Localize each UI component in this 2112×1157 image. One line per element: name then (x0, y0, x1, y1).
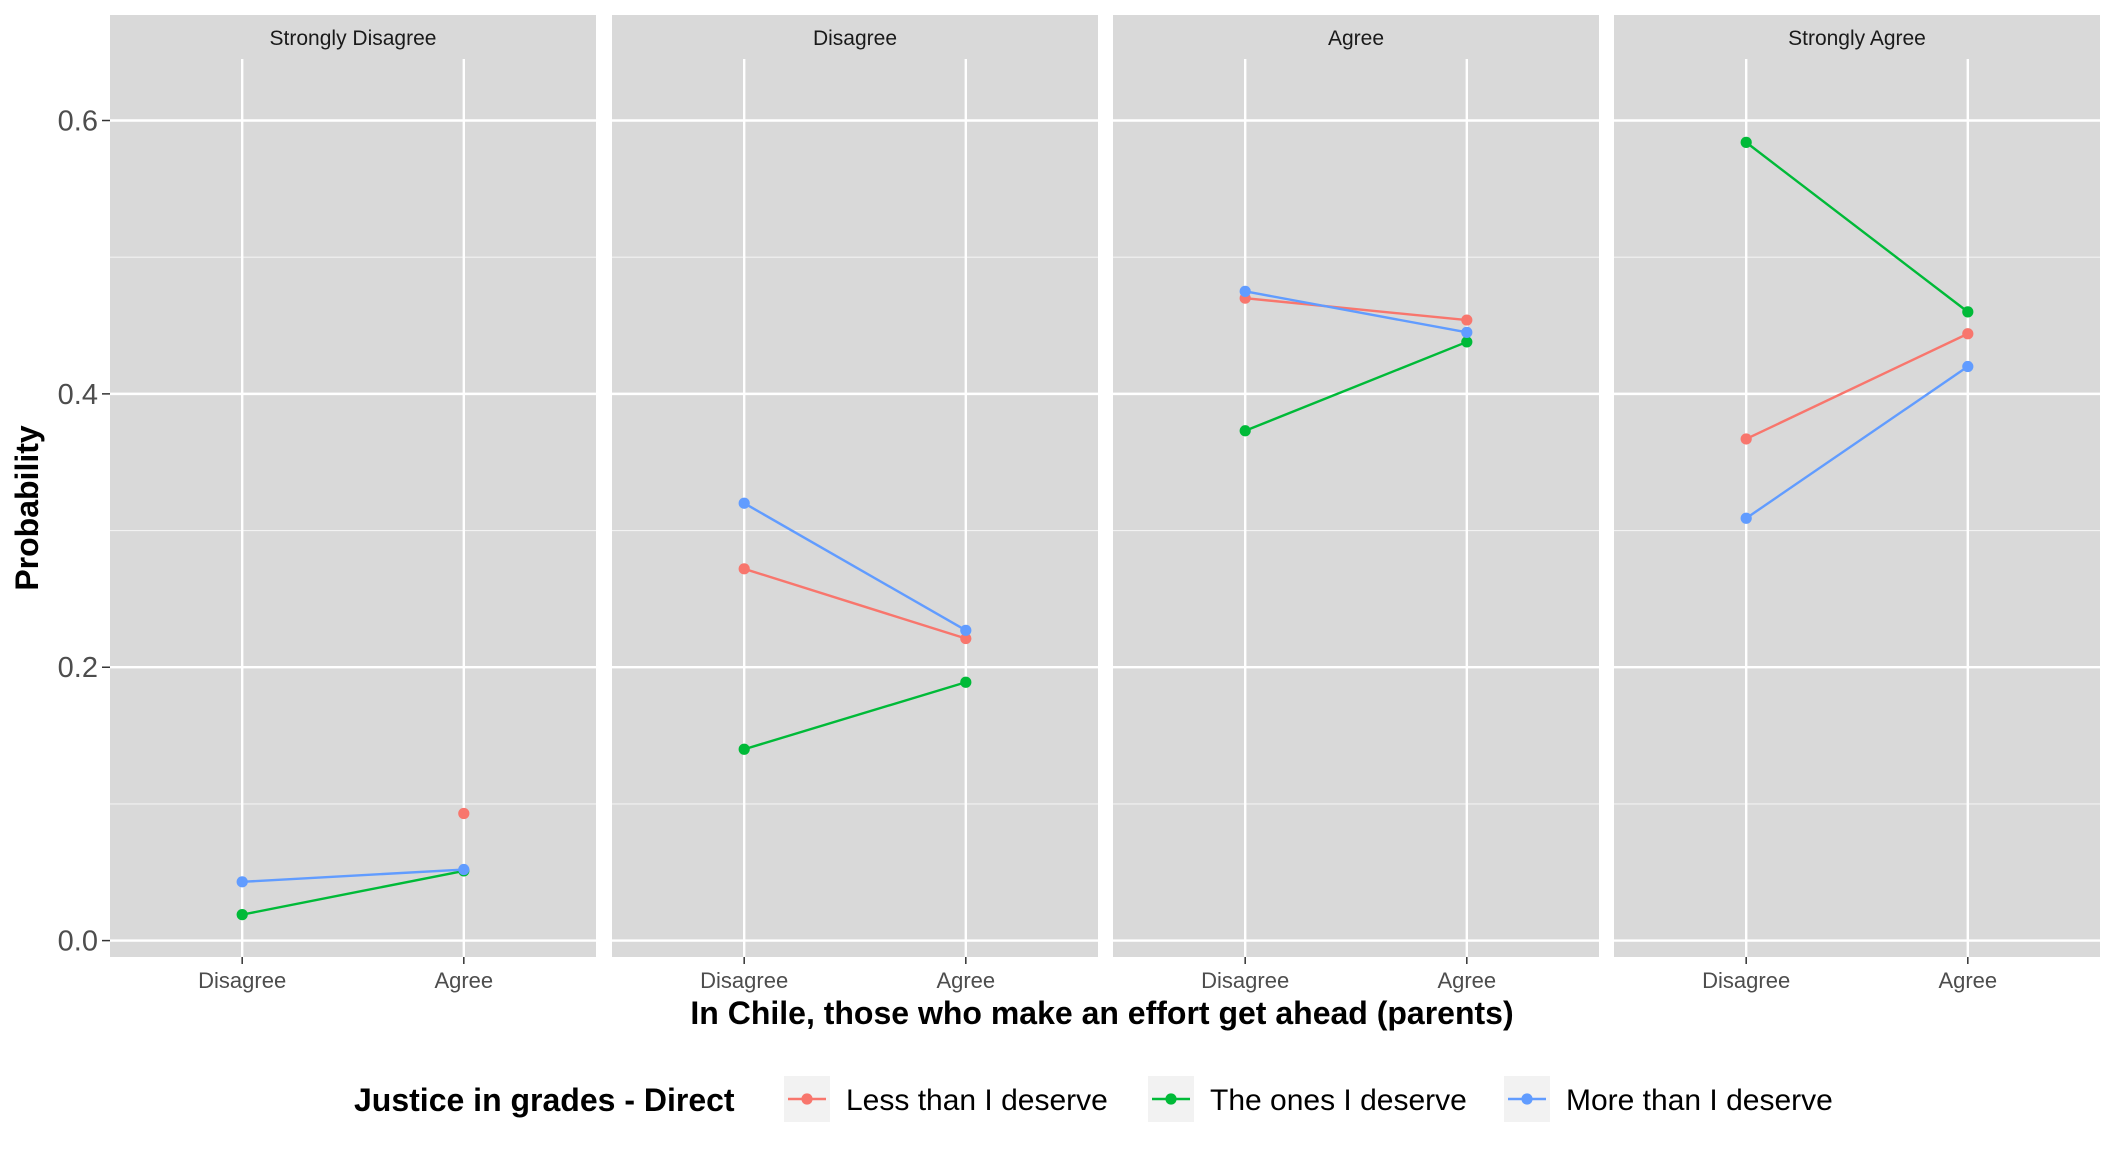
series-line (1745, 332, 1969, 441)
facet-strip (612, 15, 1098, 59)
series-line (1244, 290, 1468, 334)
series-line (1244, 340, 1468, 432)
legend-title: Justice in grades - Direct (354, 1082, 735, 1118)
x-tick-label: Disagree (700, 968, 788, 993)
panel-background (1614, 59, 2100, 957)
y-tick-label: 0.2 (58, 652, 98, 684)
series-line (743, 567, 967, 640)
x-tick-label: Disagree (1201, 968, 1289, 993)
data-point (1740, 433, 1752, 445)
y-tick-label: 0.6 (58, 106, 98, 138)
data-point (738, 563, 750, 575)
facet-title: Disagree (813, 27, 897, 50)
x-tick-label: Agree (936, 968, 995, 993)
series-line (241, 869, 465, 916)
data-point (1962, 328, 1974, 340)
facet-title: Agree (1328, 27, 1384, 50)
data-point (738, 743, 750, 755)
data-point (1962, 306, 1974, 318)
data-point (1461, 326, 1473, 338)
y-axis-title: Probability (9, 425, 45, 591)
data-point (1740, 136, 1752, 148)
data-point (960, 676, 972, 688)
data-point (1461, 336, 1473, 348)
facet-title: Strongly Disagree (270, 27, 437, 50)
x-tick-label: Agree (434, 968, 493, 993)
legend-key-point (1521, 1093, 1533, 1105)
series-line (1745, 365, 1969, 520)
series-line (743, 502, 967, 632)
legend-label: More than I deserve (1566, 1084, 1833, 1117)
data-point (236, 909, 248, 921)
x-tick-label: Disagree (198, 968, 286, 993)
data-point (1239, 285, 1251, 297)
data-point (1239, 425, 1251, 437)
facet-strip (1113, 15, 1599, 59)
data-point (960, 632, 972, 645)
data-point (1461, 314, 1473, 326)
x-tick-label: Disagree (1702, 968, 1790, 993)
data-point (738, 497, 750, 509)
data-point (960, 624, 972, 636)
legend-label: Less than I deserve (846, 1084, 1108, 1117)
series-line (242, 868, 464, 884)
panel-background (1113, 59, 1599, 957)
data-point (236, 876, 248, 888)
facet-strip (1614, 15, 2100, 59)
panel-background (612, 59, 1098, 957)
data-point (458, 863, 470, 876)
facet-title: Strongly Agree (1788, 27, 1926, 50)
legend-label: The ones I deserve (1210, 1084, 1467, 1117)
x-tick-label: Agree (1437, 968, 1496, 993)
data-point (458, 807, 470, 820)
series-line (743, 681, 967, 751)
legend-key-point (1165, 1093, 1177, 1105)
series-line (1245, 296, 1467, 322)
y-tick-label: 0.0 (58, 926, 98, 958)
data-point (1962, 360, 1974, 373)
y-tick-label: 0.4 (58, 379, 98, 411)
facet-strip (110, 15, 596, 59)
x-tick-label: Agree (1938, 968, 1997, 993)
x-axis-title: In Chile, those who make an effort get a… (690, 995, 1513, 1031)
legend-key-point (801, 1093, 813, 1105)
series-line (1745, 141, 1969, 313)
panel-background (110, 59, 596, 957)
data-point (1740, 512, 1752, 524)
